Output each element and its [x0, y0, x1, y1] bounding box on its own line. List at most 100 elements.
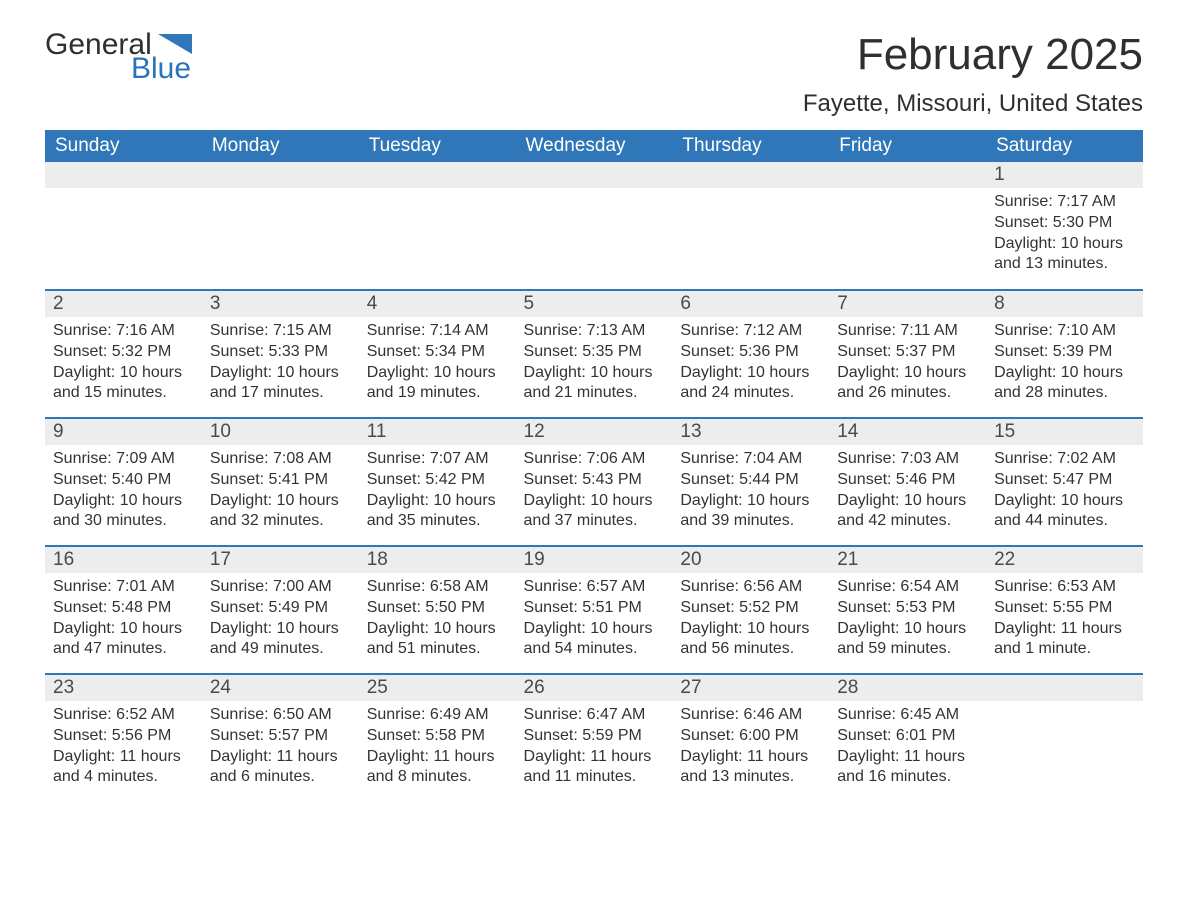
day-header-row: SundayMondayTuesdayWednesdayThursdayFrid… [45, 130, 1143, 162]
day-number: 1 [986, 162, 1143, 188]
daylight-text: Daylight: 11 hours and 13 minutes. [680, 747, 821, 789]
day-number: 28 [829, 675, 986, 701]
sunset-text: Sunset: 5:43 PM [524, 470, 665, 491]
day-header: Thursday [672, 130, 829, 162]
daylight-text: Daylight: 10 hours and 28 minutes. [994, 363, 1135, 405]
daylight-text: Daylight: 11 hours and 8 minutes. [367, 747, 508, 789]
calendar-week-row: 1Sunrise: 7:17 AMSunset: 5:30 PMDaylight… [45, 162, 1143, 290]
day-number: 16 [45, 547, 202, 573]
day-number: 11 [359, 419, 516, 445]
sunset-text: Sunset: 5:47 PM [994, 470, 1135, 491]
day-details: Sunrise: 6:49 AMSunset: 5:58 PMDaylight:… [359, 701, 516, 796]
day-details: Sunrise: 7:17 AMSunset: 5:30 PMDaylight:… [986, 188, 1143, 283]
brand-logo: General Blue [45, 30, 192, 84]
day-details: Sunrise: 6:56 AMSunset: 5:52 PMDaylight:… [672, 573, 829, 668]
calendar-day-cell: 13Sunrise: 7:04 AMSunset: 5:44 PMDayligh… [672, 418, 829, 546]
day-details: Sunrise: 7:00 AMSunset: 5:49 PMDaylight:… [202, 573, 359, 668]
daylight-text: Daylight: 10 hours and 32 minutes. [210, 491, 351, 533]
calendar-day-cell: 24Sunrise: 6:50 AMSunset: 5:57 PMDayligh… [202, 674, 359, 802]
sunrise-text: Sunrise: 7:13 AM [524, 321, 665, 342]
calendar-day-cell [672, 162, 829, 290]
day-number: 17 [202, 547, 359, 573]
month-title: February 2025 [803, 30, 1143, 80]
day-number: 9 [45, 419, 202, 445]
sunset-text: Sunset: 5:49 PM [210, 598, 351, 619]
sunset-text: Sunset: 6:01 PM [837, 726, 978, 747]
daylight-text: Daylight: 10 hours and 24 minutes. [680, 363, 821, 405]
daylight-text: Daylight: 10 hours and 47 minutes. [53, 619, 194, 661]
sunset-text: Sunset: 5:34 PM [367, 342, 508, 363]
daylight-text: Daylight: 10 hours and 21 minutes. [524, 363, 665, 405]
day-details: Sunrise: 7:13 AMSunset: 5:35 PMDaylight:… [516, 317, 673, 412]
day-number: 7 [829, 291, 986, 317]
day-details: Sunrise: 7:07 AMSunset: 5:42 PMDaylight:… [359, 445, 516, 540]
day-details: Sunrise: 6:52 AMSunset: 5:56 PMDaylight:… [45, 701, 202, 796]
sunrise-text: Sunrise: 6:54 AM [837, 577, 978, 598]
calendar-week-row: 23Sunrise: 6:52 AMSunset: 5:56 PMDayligh… [45, 674, 1143, 802]
day-details: Sunrise: 6:50 AMSunset: 5:57 PMDaylight:… [202, 701, 359, 796]
daylight-text: Daylight: 10 hours and 44 minutes. [994, 491, 1135, 533]
sunset-text: Sunset: 5:50 PM [367, 598, 508, 619]
day-number [672, 162, 829, 188]
day-number: 21 [829, 547, 986, 573]
day-details: Sunrise: 7:01 AMSunset: 5:48 PMDaylight:… [45, 573, 202, 668]
calendar-day-cell: 20Sunrise: 6:56 AMSunset: 5:52 PMDayligh… [672, 546, 829, 674]
calendar-day-cell [45, 162, 202, 290]
day-number: 18 [359, 547, 516, 573]
calendar-day-cell: 17Sunrise: 7:00 AMSunset: 5:49 PMDayligh… [202, 546, 359, 674]
day-header: Wednesday [516, 130, 673, 162]
calendar-table: SundayMondayTuesdayWednesdayThursdayFrid… [45, 130, 1143, 802]
sunrise-text: Sunrise: 6:58 AM [367, 577, 508, 598]
day-number: 4 [359, 291, 516, 317]
calendar-day-cell: 4Sunrise: 7:14 AMSunset: 5:34 PMDaylight… [359, 290, 516, 418]
calendar-week-row: 16Sunrise: 7:01 AMSunset: 5:48 PMDayligh… [45, 546, 1143, 674]
header: General Blue February 2025 Fayette, Miss… [45, 30, 1143, 118]
calendar-day-cell [359, 162, 516, 290]
sunrise-text: Sunrise: 7:12 AM [680, 321, 821, 342]
daylight-text: Daylight: 11 hours and 11 minutes. [524, 747, 665, 789]
day-details: Sunrise: 6:47 AMSunset: 5:59 PMDaylight:… [516, 701, 673, 796]
daylight-text: Daylight: 10 hours and 15 minutes. [53, 363, 194, 405]
day-number: 8 [986, 291, 1143, 317]
day-details: Sunrise: 7:08 AMSunset: 5:41 PMDaylight:… [202, 445, 359, 540]
sunrise-text: Sunrise: 7:15 AM [210, 321, 351, 342]
sunset-text: Sunset: 5:56 PM [53, 726, 194, 747]
day-details: Sunrise: 7:15 AMSunset: 5:33 PMDaylight:… [202, 317, 359, 412]
calendar-day-cell: 11Sunrise: 7:07 AMSunset: 5:42 PMDayligh… [359, 418, 516, 546]
day-number: 10 [202, 419, 359, 445]
calendar-day-cell: 14Sunrise: 7:03 AMSunset: 5:46 PMDayligh… [829, 418, 986, 546]
calendar-day-cell: 26Sunrise: 6:47 AMSunset: 5:59 PMDayligh… [516, 674, 673, 802]
sunset-text: Sunset: 6:00 PM [680, 726, 821, 747]
sunrise-text: Sunrise: 6:53 AM [994, 577, 1135, 598]
daylight-text: Daylight: 11 hours and 1 minute. [994, 619, 1135, 661]
day-header: Saturday [986, 130, 1143, 162]
daylight-text: Daylight: 10 hours and 13 minutes. [994, 234, 1135, 276]
location-text: Fayette, Missouri, United States [803, 90, 1143, 118]
calendar-week-row: 2Sunrise: 7:16 AMSunset: 5:32 PMDaylight… [45, 290, 1143, 418]
day-number: 20 [672, 547, 829, 573]
day-details: Sunrise: 6:58 AMSunset: 5:50 PMDaylight:… [359, 573, 516, 668]
sunset-text: Sunset: 5:36 PM [680, 342, 821, 363]
calendar-week-row: 9Sunrise: 7:09 AMSunset: 5:40 PMDaylight… [45, 418, 1143, 546]
sunrise-text: Sunrise: 6:57 AM [524, 577, 665, 598]
day-header: Tuesday [359, 130, 516, 162]
sunset-text: Sunset: 5:37 PM [837, 342, 978, 363]
brand-flag-icon [158, 34, 192, 54]
daylight-text: Daylight: 10 hours and 49 minutes. [210, 619, 351, 661]
sunrise-text: Sunrise: 7:01 AM [53, 577, 194, 598]
sunset-text: Sunset: 5:35 PM [524, 342, 665, 363]
calendar-day-cell: 19Sunrise: 6:57 AMSunset: 5:51 PMDayligh… [516, 546, 673, 674]
sunrise-text: Sunrise: 7:14 AM [367, 321, 508, 342]
day-number: 26 [516, 675, 673, 701]
calendar-day-cell: 22Sunrise: 6:53 AMSunset: 5:55 PMDayligh… [986, 546, 1143, 674]
day-details: Sunrise: 7:11 AMSunset: 5:37 PMDaylight:… [829, 317, 986, 412]
day-number: 24 [202, 675, 359, 701]
calendar-day-cell: 1Sunrise: 7:17 AMSunset: 5:30 PMDaylight… [986, 162, 1143, 290]
sunrise-text: Sunrise: 6:46 AM [680, 705, 821, 726]
daylight-text: Daylight: 11 hours and 6 minutes. [210, 747, 351, 789]
day-details: Sunrise: 7:04 AMSunset: 5:44 PMDaylight:… [672, 445, 829, 540]
day-number: 25 [359, 675, 516, 701]
day-details: Sunrise: 6:46 AMSunset: 6:00 PMDaylight:… [672, 701, 829, 796]
day-number: 14 [829, 419, 986, 445]
calendar-day-cell: 10Sunrise: 7:08 AMSunset: 5:41 PMDayligh… [202, 418, 359, 546]
